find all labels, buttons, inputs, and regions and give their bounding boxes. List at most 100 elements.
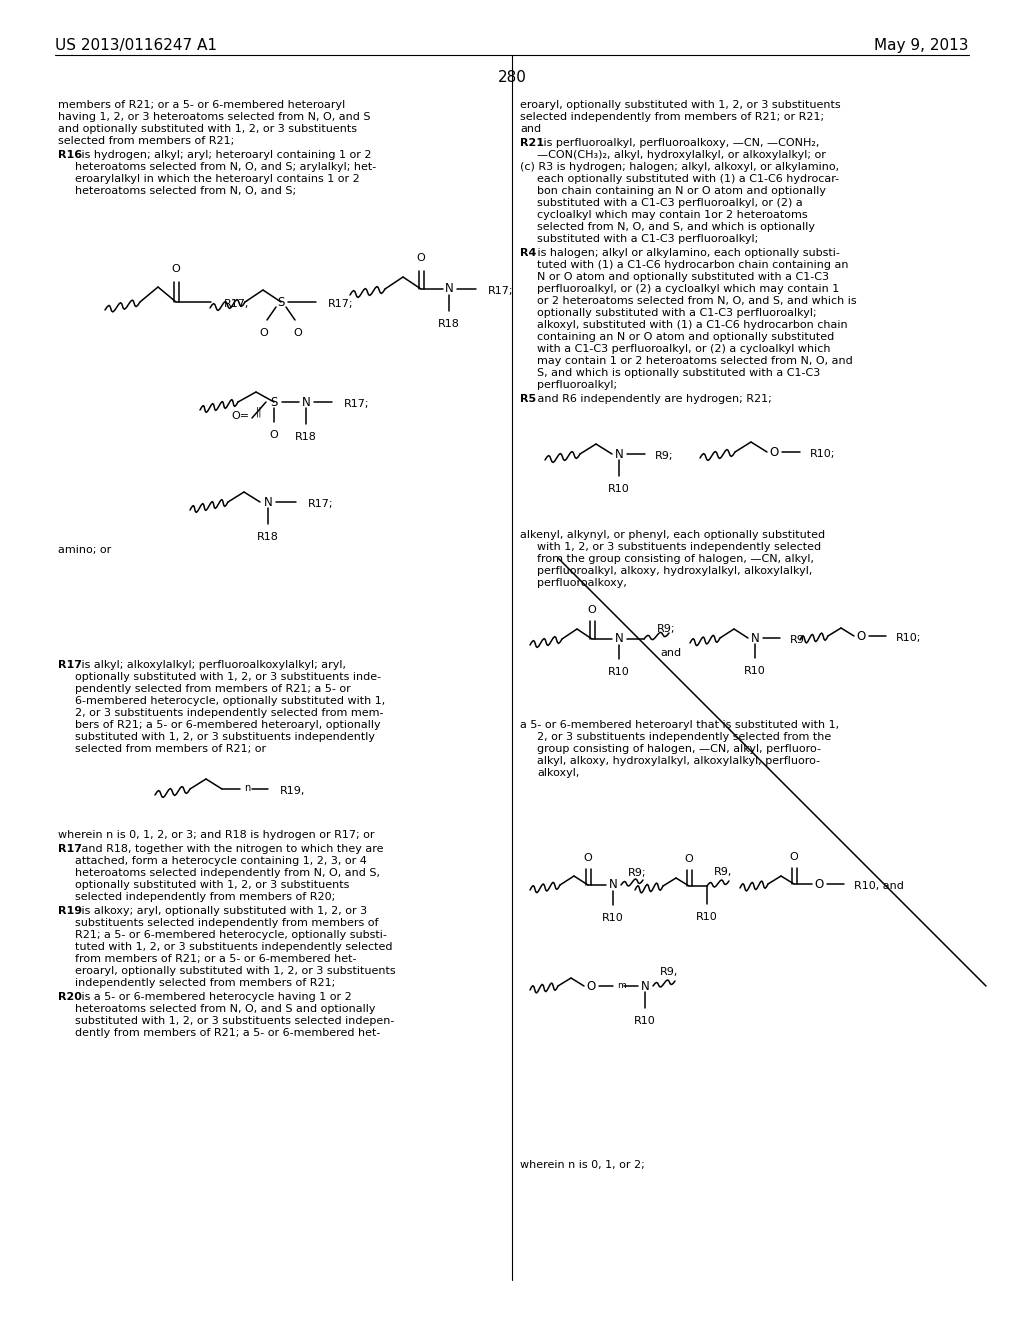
Text: R18: R18 <box>257 532 279 543</box>
Text: having 1, 2, or 3 heteroatoms selected from N, O, and S: having 1, 2, or 3 heteroatoms selected f… <box>58 112 371 121</box>
Text: R9: R9 <box>790 635 805 645</box>
Text: R17;: R17; <box>328 300 353 309</box>
Text: substituted with 1, 2, or 3 substituents independently: substituted with 1, 2, or 3 substituents… <box>75 733 375 742</box>
Text: N: N <box>614 632 624 645</box>
Text: is a 5- or 6-membered heterocycle having 1 or 2: is a 5- or 6-membered heterocycle having… <box>78 993 352 1002</box>
Text: amino; or: amino; or <box>58 545 112 554</box>
Text: perfluoroalkoxy,: perfluoroalkoxy, <box>537 578 627 587</box>
Text: substituted with a C1-C3 perfluoroalkyl, or (2) a: substituted with a C1-C3 perfluoroalkyl,… <box>537 198 803 209</box>
Text: R17;: R17; <box>488 286 513 296</box>
Text: R18: R18 <box>295 432 317 442</box>
Text: cycloalkyl which may contain 1or 2 heteroatoms: cycloalkyl which may contain 1or 2 heter… <box>537 210 808 220</box>
Text: may contain 1 or 2 heteroatoms selected from N, O, and: may contain 1 or 2 heteroatoms selected … <box>537 356 853 366</box>
Text: S: S <box>270 396 278 408</box>
Text: O: O <box>584 853 592 863</box>
Text: optionally substituted with a C1-C3 perfluoroalkyl;: optionally substituted with a C1-C3 perf… <box>537 308 816 318</box>
Text: S: S <box>278 296 285 309</box>
Text: R16: R16 <box>58 150 82 160</box>
Text: May 9, 2013: May 9, 2013 <box>874 38 969 53</box>
Text: n: n <box>244 783 250 793</box>
Text: O: O <box>172 264 180 275</box>
Text: N: N <box>444 282 454 296</box>
Text: selected from members of R21;: selected from members of R21; <box>58 136 234 147</box>
Text: each optionally substituted with (1) a C1-C6 hydrocar-: each optionally substituted with (1) a C… <box>537 174 839 183</box>
Text: O: O <box>769 446 778 458</box>
Text: alkenyl, alkynyl, or phenyl, each optionally substituted: alkenyl, alkynyl, or phenyl, each option… <box>520 531 825 540</box>
Text: N: N <box>608 879 617 891</box>
Text: is alkoxy; aryl, optionally substituted with 1, 2, or 3: is alkoxy; aryl, optionally substituted … <box>78 906 368 916</box>
Text: —CON(CH₃)₂, alkyl, hydroxylalkyl, or alkoxylalkyl; or: —CON(CH₃)₂, alkyl, hydroxylalkyl, or alk… <box>537 150 826 160</box>
Text: pendently selected from members of R21; a 5- or: pendently selected from members of R21; … <box>75 684 351 694</box>
Text: with 1, 2, or 3 substituents independently selected: with 1, 2, or 3 substituents independent… <box>537 543 821 552</box>
Text: O=: O= <box>230 411 249 421</box>
Text: US 2013/0116247 A1: US 2013/0116247 A1 <box>55 38 217 53</box>
Text: bon chain containing an N or O atom and optionally: bon chain containing an N or O atom and … <box>537 186 826 195</box>
Text: and R6 independently are hydrogen; R21;: and R6 independently are hydrogen; R21; <box>534 393 772 404</box>
Text: from the group consisting of halogen, —CN, alkyl,: from the group consisting of halogen, —C… <box>537 554 814 564</box>
Text: from members of R21; or a 5- or 6-membered het-: from members of R21; or a 5- or 6-member… <box>75 954 356 964</box>
Text: O: O <box>260 327 268 338</box>
Text: m: m <box>617 981 626 990</box>
Text: R10: R10 <box>744 667 766 676</box>
Text: wherein n is 0, 1, 2, or 3; and R18 is hydrogen or R17; or: wherein n is 0, 1, 2, or 3; and R18 is h… <box>58 830 375 840</box>
Text: R17: R17 <box>58 660 82 671</box>
Text: O: O <box>790 851 799 862</box>
Text: group consisting of halogen, —CN, alkyl, perfluoro-: group consisting of halogen, —CN, alkyl,… <box>537 744 821 754</box>
Text: with a C1-C3 perfluoroalkyl, or (2) a cycloalkyl which: with a C1-C3 perfluoroalkyl, or (2) a cy… <box>537 345 830 354</box>
Text: heteroatoms selected from N, O, and S; arylalkyl; het-: heteroatoms selected from N, O, and S; a… <box>75 162 376 172</box>
Text: R17;: R17; <box>224 300 250 309</box>
Text: or 2 heteroatoms selected from N, O, and S, and which is: or 2 heteroatoms selected from N, O, and… <box>537 296 857 306</box>
Text: tuted with 1, 2, or 3 substituents independently selected: tuted with 1, 2, or 3 substituents indep… <box>75 942 392 952</box>
Text: O: O <box>588 605 596 615</box>
Text: R9,: R9, <box>714 867 732 876</box>
Text: alkyl, alkoxy, hydroxylalkyl, alkoxylalkyl, perfluoro-: alkyl, alkoxy, hydroxylalkyl, alkoxylalk… <box>537 756 820 766</box>
Text: perfluoroalkyl;: perfluoroalkyl; <box>537 380 617 389</box>
Text: and R18, together with the nitrogen to which they are: and R18, together with the nitrogen to w… <box>78 843 384 854</box>
Text: (c) R3 is hydrogen; halogen; alkyl, alkoxyl, or alkylamino,: (c) R3 is hydrogen; halogen; alkyl, alko… <box>520 162 839 172</box>
Text: 6-membered heterocycle, optionally substituted with 1,: 6-membered heterocycle, optionally subst… <box>75 696 385 706</box>
Text: R10: R10 <box>608 667 630 677</box>
Text: S, and which is optionally substituted with a C1-C3: S, and which is optionally substituted w… <box>537 368 820 378</box>
Text: perfluoroalkyl, alkoxy, hydroxylalkyl, alkoxylalkyl,: perfluoroalkyl, alkoxy, hydroxylalkyl, a… <box>537 566 812 576</box>
Text: ||: || <box>256 407 262 417</box>
Text: R9;: R9; <box>657 624 676 634</box>
Text: is alkyl; alkoxylalkyl; perfluoroalkoxylalkyl; aryl,: is alkyl; alkoxylalkyl; perfluoroalkoxyl… <box>78 660 346 671</box>
Text: substituents selected independently from members of: substituents selected independently from… <box>75 917 379 928</box>
Text: R10;: R10; <box>896 634 922 643</box>
Text: bers of R21; a 5- or 6-membered heteroaryl, optionally: bers of R21; a 5- or 6-membered heteroar… <box>75 719 381 730</box>
Text: 280: 280 <box>498 70 526 84</box>
Text: eroaryl, optionally substituted with 1, 2, or 3 substituents: eroaryl, optionally substituted with 1, … <box>75 966 395 975</box>
Text: 2, or 3 substituents independently selected from the: 2, or 3 substituents independently selec… <box>537 733 831 742</box>
Text: R10, and: R10, and <box>854 880 904 891</box>
Text: is hydrogen; alkyl; aryl; heteroaryl containing 1 or 2: is hydrogen; alkyl; aryl; heteroaryl con… <box>78 150 372 160</box>
Text: heteroatoms selected from N, O, and S;: heteroatoms selected from N, O, and S; <box>75 186 296 195</box>
Text: R4: R4 <box>520 248 537 257</box>
Text: attached, form a heterocycle containing 1, 2, 3, or 4: attached, form a heterocycle containing … <box>75 855 367 866</box>
Text: eroaryl, optionally substituted with 1, 2, or 3 substituents: eroaryl, optionally substituted with 1, … <box>520 100 841 110</box>
Text: N: N <box>641 979 649 993</box>
Text: and: and <box>520 124 541 135</box>
Text: members of R21; or a 5- or 6-membered heteroaryl: members of R21; or a 5- or 6-membered he… <box>58 100 345 110</box>
Text: R10: R10 <box>602 913 624 923</box>
Text: heteroatoms selected from N, O, and S and optionally: heteroatoms selected from N, O, and S an… <box>75 1005 376 1014</box>
Text: R10: R10 <box>634 1016 656 1026</box>
Text: optionally substituted with 1, 2, or 3 substituents inde-: optionally substituted with 1, 2, or 3 s… <box>75 672 381 682</box>
Text: wherein n is 0, 1, or 2;: wherein n is 0, 1, or 2; <box>520 1160 645 1170</box>
Text: tuted with (1) a C1-C6 hydrocarbon chain containing an: tuted with (1) a C1-C6 hydrocarbon chain… <box>537 260 849 271</box>
Text: substituted with 1, 2, or 3 substituents selected indepen-: substituted with 1, 2, or 3 substituents… <box>75 1016 394 1026</box>
Text: R17;: R17; <box>308 499 334 510</box>
Text: optionally substituted with 1, 2, or 3 substituents: optionally substituted with 1, 2, or 3 s… <box>75 880 349 890</box>
Text: substituted with a C1-C3 perfluoroalkyl;: substituted with a C1-C3 perfluoroalkyl; <box>537 234 758 244</box>
Text: selected independently from members of R20;: selected independently from members of R… <box>75 892 335 902</box>
Text: alkoxyl,: alkoxyl, <box>537 768 580 777</box>
Text: O: O <box>856 630 865 643</box>
Text: N or O atom and optionally substituted with a C1-C3: N or O atom and optionally substituted w… <box>537 272 829 282</box>
Text: selected from members of R21; or: selected from members of R21; or <box>75 744 266 754</box>
Text: O: O <box>269 430 279 440</box>
Text: R9,: R9, <box>660 968 678 977</box>
Text: eroarylalkyl in which the heteroaryl contains 1 or 2: eroarylalkyl in which the heteroaryl con… <box>75 174 359 183</box>
Text: R9;: R9; <box>655 451 674 461</box>
Text: alkoxyl, substituted with (1) a C1-C6 hydrocarbon chain: alkoxyl, substituted with (1) a C1-C6 hy… <box>537 319 848 330</box>
Text: heteroatoms selected independently from N, O, and S,: heteroatoms selected independently from … <box>75 869 380 878</box>
Text: O: O <box>417 253 425 263</box>
